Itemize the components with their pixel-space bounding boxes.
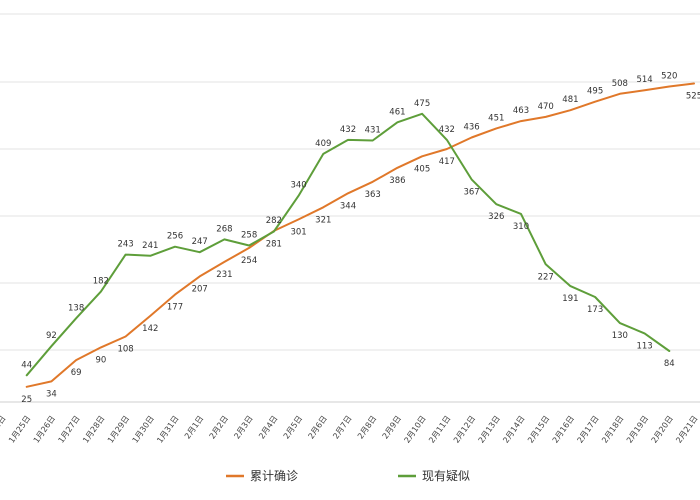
x-tick-label: 2月20日 <box>650 414 675 445</box>
data-label-confirmed: 508 <box>612 79 628 89</box>
data-label-confirmed: 514 <box>636 75 652 85</box>
data-label-confirmed: 34 <box>46 389 57 399</box>
data-label-confirmed: 254 <box>241 256 257 266</box>
data-label-confirmed: 321 <box>315 215 331 225</box>
x-tick-label: 2月4日 <box>257 414 279 441</box>
data-label-confirmed: 142 <box>142 324 158 334</box>
data-label-confirmed: 405 <box>414 164 430 174</box>
series-line-confirmed <box>25 82 695 388</box>
x-tick-label: 1月31日 <box>155 414 180 445</box>
x-tick-label: 2月18日 <box>600 414 625 445</box>
data-label-confirmed: 282 <box>266 216 282 226</box>
data-label-confirmed: 481 <box>562 95 578 105</box>
x-tick-label: 2月19日 <box>625 414 650 445</box>
data-label-suspected: 432 <box>340 125 356 135</box>
x-tick-label: 1月26日 <box>32 414 57 445</box>
data-label-suspected: 340 <box>290 181 306 191</box>
data-label-suspected: 310 <box>513 222 529 232</box>
x-tick-label: 1月29日 <box>106 414 131 445</box>
x-tick-label: 1月25日 <box>7 414 32 445</box>
data-label-suspected: 367 <box>463 187 479 197</box>
data-label-confirmed: 69 <box>71 368 82 378</box>
data-label-confirmed: 207 <box>192 284 208 294</box>
data-label-suspected: 461 <box>389 107 405 117</box>
data-label-suspected: 92 <box>46 331 57 341</box>
data-label-confirmed: 363 <box>365 190 381 200</box>
data-label-suspected: 409 <box>315 139 331 149</box>
data-label-suspected: 113 <box>636 341 652 351</box>
legend-label: 累计确诊 <box>250 469 298 483</box>
x-tick-label: 1月30日 <box>131 414 156 445</box>
legend: 累计确诊 现有疑似 <box>226 468 470 483</box>
data-label-suspected: 431 <box>365 126 381 136</box>
data-label-confirmed: 301 <box>290 227 306 237</box>
x-tick-label: 2月16日 <box>551 414 576 445</box>
legend-label: 现有疑似 <box>422 468 470 483</box>
x-tick-label: 2月9日 <box>381 414 403 441</box>
data-labels: 25 44 34 92 69 138 90 182 108 243 142 241 177 256 207 2… <box>21 72 700 405</box>
data-label-confirmed: 344 <box>340 201 356 211</box>
data-label-confirmed: 436 <box>463 122 479 132</box>
x-tick-label: 2月8日 <box>356 414 378 441</box>
data-label-confirmed: 463 <box>513 106 529 116</box>
data-label-suspected: 191 <box>562 294 578 304</box>
x-tick-label: 2月10日 <box>402 414 427 445</box>
data-label-suspected: 138 <box>68 303 84 313</box>
data-label-confirmed: 495 <box>587 87 603 97</box>
series-lines <box>25 82 695 388</box>
data-label-confirmed: 108 <box>117 344 133 354</box>
data-label-suspected: 432 <box>439 125 455 135</box>
series-line-suspected <box>25 112 671 377</box>
data-label-confirmed: 520 <box>661 72 677 82</box>
data-label-suspected: 326 <box>488 212 504 222</box>
data-label-suspected: 281 <box>266 240 282 250</box>
x-tick-label: 2月5日 <box>282 414 304 441</box>
x-axis-tick-labels: 1月24日 1月25日 1月26日 1月27日 1月28日 1月29日 1月30日 1月31日… <box>0 414 700 445</box>
data-label-suspected: 182 <box>93 277 109 287</box>
x-tick-label: 1月28日 <box>81 414 106 445</box>
x-tick-label: 2月13日 <box>477 414 502 445</box>
x-tick-label: 2月15日 <box>526 414 551 445</box>
data-label-confirmed: 25 <box>21 395 32 405</box>
data-label-confirmed: 90 <box>95 355 106 365</box>
x-tick-label: 2月7日 <box>331 414 353 441</box>
data-label-suspected: 130 <box>612 331 628 341</box>
data-label-confirmed: 417 <box>439 157 455 167</box>
data-label-confirmed: 451 <box>488 113 504 123</box>
data-label-confirmed: 231 <box>216 270 232 280</box>
data-label-suspected: 243 <box>117 240 133 250</box>
data-label-confirmed: 386 <box>389 176 405 186</box>
data-label-confirmed: 177 <box>167 303 183 313</box>
data-label-suspected: 268 <box>216 224 232 234</box>
x-tick-label: 2月1日 <box>183 414 205 441</box>
data-label-suspected: 475 <box>414 99 430 109</box>
x-tick-label: 2月17日 <box>575 414 600 445</box>
data-label-suspected: 256 <box>167 232 183 242</box>
data-label-suspected: 44 <box>21 360 32 370</box>
x-tick-label: 2月14日 <box>501 414 526 445</box>
x-tick-label: 1月27日 <box>56 414 81 445</box>
data-label-confirmed: 525 <box>686 92 700 102</box>
x-tick-label: 2月6日 <box>307 414 329 441</box>
x-tick-label: 2月11日 <box>427 414 452 445</box>
data-label-suspected: 227 <box>538 272 554 282</box>
data-label-suspected: 84 <box>664 359 675 369</box>
data-label-suspected: 258 <box>241 230 257 240</box>
x-tick-label: 2月12日 <box>452 414 477 445</box>
data-label-suspected: 247 <box>192 237 208 247</box>
data-label-suspected: 173 <box>587 305 603 315</box>
x-tick-label: 2月2日 <box>208 414 230 441</box>
x-tick-label: 2月21日 <box>674 414 699 445</box>
gridlines <box>0 13 700 403</box>
data-label-suspected: 241 <box>142 241 158 251</box>
data-label-confirmed: 470 <box>538 102 554 112</box>
x-tick-label: 2月3日 <box>232 414 254 441</box>
